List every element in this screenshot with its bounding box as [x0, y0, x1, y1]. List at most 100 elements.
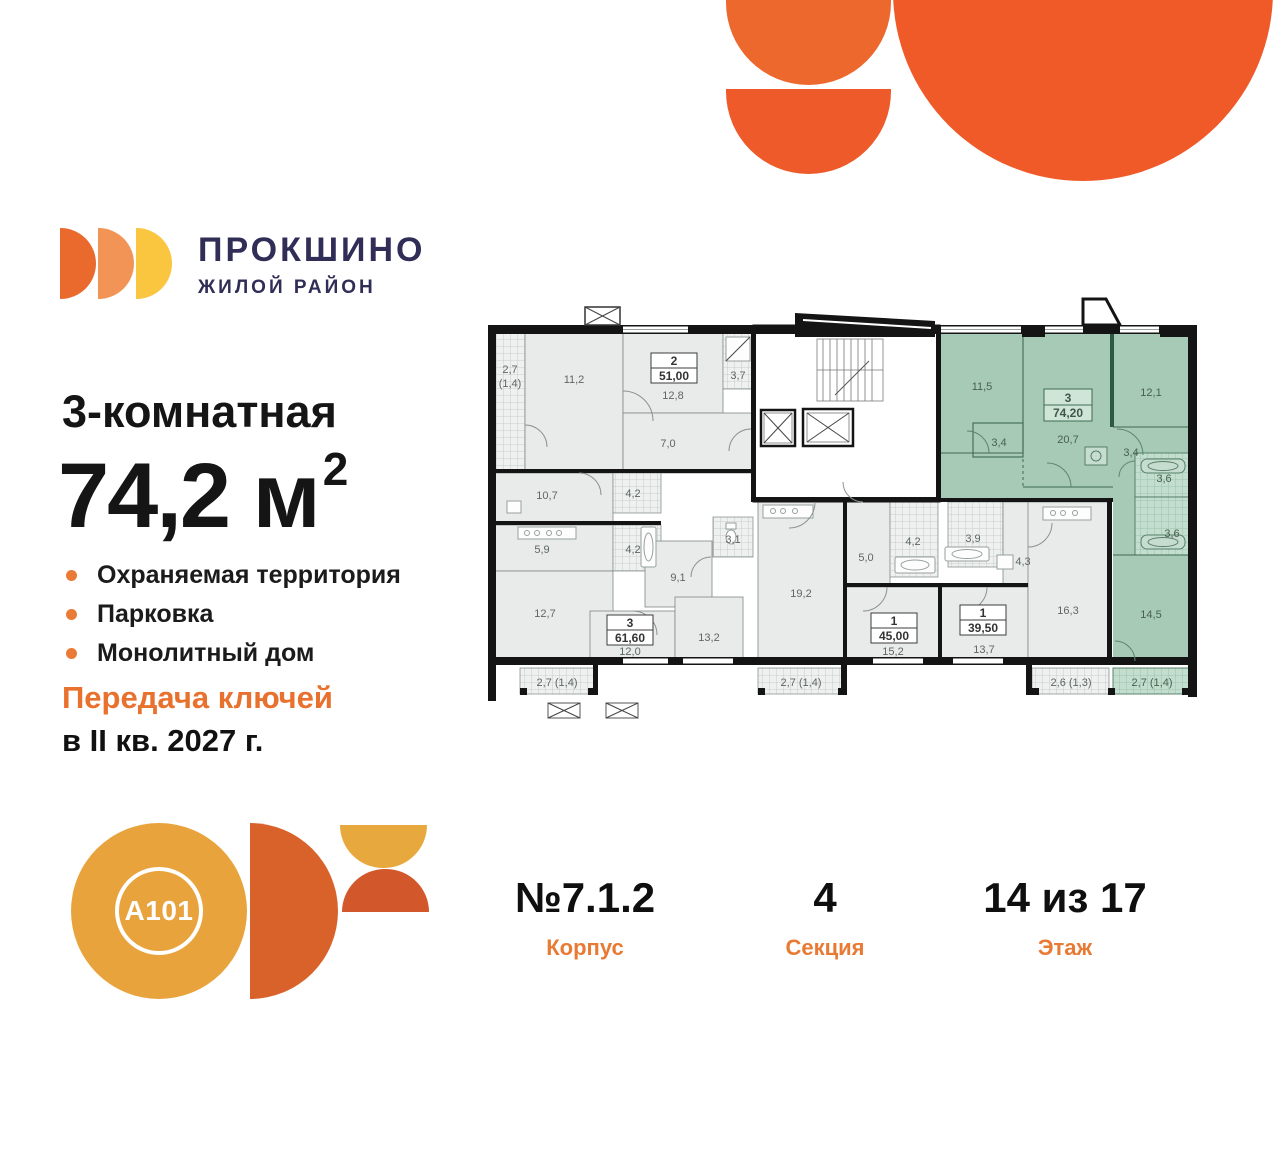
a101-small-yellow-icon [340, 825, 427, 868]
room-label: 12,0 [619, 646, 640, 658]
kitchen-icon [1042, 506, 1092, 521]
room-label: 7,0 [660, 438, 675, 450]
room-label: 5,0 [858, 552, 873, 564]
room-label: 2,7 (1,4) [537, 677, 578, 689]
a101-ring-icon: A101 [115, 867, 203, 955]
apartment-tag: 1 45,00 [870, 612, 918, 644]
building-value: №7.1.2 [514, 874, 656, 921]
feature-item: Охраняемая территория [66, 556, 401, 595]
room-label: 3,4 [1123, 447, 1138, 459]
bathtub-icon [1140, 458, 1186, 474]
apartment-tag: 2 51,00 [650, 352, 698, 384]
room-label: 19,2 [790, 588, 811, 600]
wall [1110, 333, 1114, 427]
hall-7-0 [622, 412, 754, 474]
apartment-tag-highlighted: 3 74,20 [1043, 388, 1093, 422]
apartment-total-area: 61,60 [615, 631, 645, 645]
apartment-number: 1 [891, 614, 898, 628]
building-label: Корпус [546, 935, 624, 960]
room-label: 5,9 [534, 544, 549, 556]
bathtub-icon [1140, 534, 1186, 550]
floor-value: 14 из 17 [983, 874, 1147, 921]
apartment-74-highlighted [940, 333, 1190, 695]
room-label: 2,7 (1,4) [1132, 677, 1173, 689]
vent-icon [506, 500, 522, 514]
room-label: 3,1 [725, 534, 740, 546]
logo-disc-icon [98, 228, 134, 299]
floor-plan: 2 51,00 3 61,60 1 45,00 1 39,50 3 74,20 … [483, 297, 1203, 725]
brand-subtitle: ЖИЛОЙ РАЙОН [198, 277, 376, 298]
room-label: 10,7 [536, 490, 557, 502]
room-label: 13,2 [698, 632, 719, 644]
room-13-2 [674, 596, 744, 662]
room-19-2 [757, 501, 846, 662]
apartment-number: 3 [1065, 391, 1072, 405]
vent-icon [996, 554, 1014, 570]
section-label: Секция [785, 935, 865, 960]
balcony [494, 332, 526, 474]
floor-plan-svg: 2 51,00 3 61,60 1 45,00 1 39,50 3 74,20 … [488, 297, 1197, 719]
room-label: 16,3 [1057, 605, 1078, 617]
elevator [801, 407, 855, 448]
room-label: 3,6 [1164, 528, 1179, 540]
room-label: 3,6 [1156, 473, 1171, 485]
apartment-area: 74,2 м2 [58, 443, 348, 549]
ac-basket [547, 702, 581, 719]
deco-semicircle-medium-icon [726, 89, 891, 174]
room-label: 12,7 [534, 608, 555, 620]
room-label: 12,1 [1140, 387, 1161, 399]
room-label: 4,2 [625, 544, 640, 556]
apartment-total-area: 74,20 [1053, 406, 1083, 420]
feature-label: Парковка [97, 600, 214, 628]
apartment-number: 1 [980, 606, 987, 620]
feature-label: Монолитный дом [97, 639, 315, 667]
bay-protrusion [1081, 297, 1123, 327]
keys-handover-title: Передача ключей [62, 680, 333, 715]
brand-title: ПРОКШИНО [198, 231, 426, 269]
hall-5-0 [844, 501, 891, 588]
a101-brand-text: A101 [124, 895, 194, 926]
room-label: (1,4) [499, 378, 522, 390]
bathtub-icon [640, 526, 657, 568]
building-core [752, 324, 941, 503]
a101-halfdisc-icon [250, 823, 338, 999]
balcony [1031, 667, 1110, 695]
room-label: 3,7 [730, 370, 745, 382]
bullet-dot-icon [66, 648, 77, 659]
elevator [759, 408, 797, 448]
feature-item: Монолитный дом [66, 634, 401, 673]
a101-circle-icon: A101 [71, 823, 247, 999]
balcony [757, 667, 846, 695]
apartment-39 [939, 501, 1110, 695]
balcony [519, 667, 596, 695]
apartment-total-area: 51,00 [659, 369, 689, 383]
washer-icon [1084, 446, 1108, 466]
kitchen-16-3 [1027, 501, 1110, 662]
apartment-number: 2 [671, 354, 678, 368]
stove-icon [517, 526, 577, 540]
staircase [816, 338, 884, 402]
logo-disc-icon [60, 228, 96, 299]
room-label: 4,2 [905, 536, 920, 548]
room-label: 3,4 [991, 437, 1006, 449]
detail-floor: 14 из 17 Этаж [945, 874, 1185, 961]
room-labels: 2,7 (1,4) 11,2 12,8 3,7 7,0 10,7 4,2 5,9… [499, 364, 1180, 689]
deco-semicircle-small-icon [726, 0, 891, 85]
toilet-icon [725, 522, 737, 545]
room-label: 11,2 [564, 374, 585, 386]
room-label: 20,7 [1057, 434, 1078, 446]
bullet-dot-icon [66, 609, 77, 620]
room-label: 2,6 (1,3) [1051, 677, 1092, 689]
shower-icon [725, 336, 751, 362]
area-value: 74,2 [58, 445, 231, 547]
room-11-2 [524, 332, 624, 474]
walls [488, 297, 1197, 701]
bullet-dot-icon [66, 570, 77, 581]
a101-small-orange-icon [342, 869, 429, 912]
apartment-tag: 3 61,60 [606, 614, 654, 646]
fixtures [506, 336, 1186, 574]
deco-circle-large-icon [893, 0, 1273, 181]
feature-list: Охраняемая территория Парковка Монолитны… [66, 556, 401, 673]
room-label: 2,7 (1,4) [781, 677, 822, 689]
